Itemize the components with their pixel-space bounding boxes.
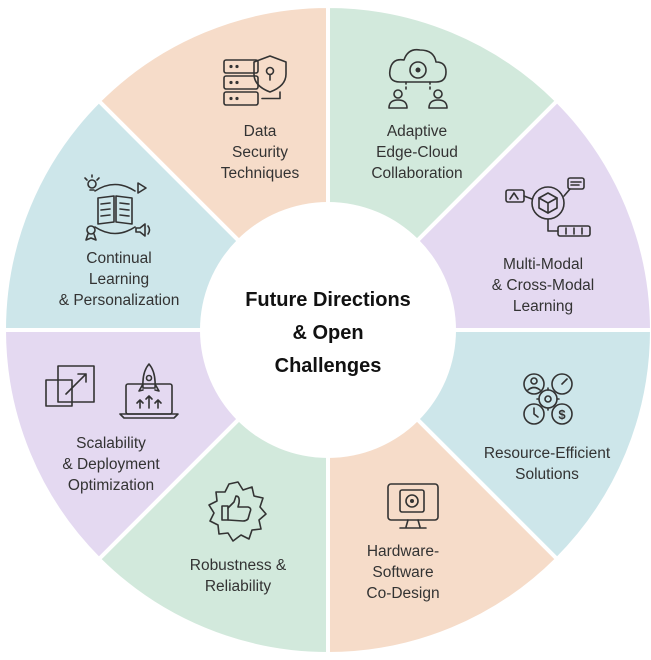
segment-label-line: Multi-Modal: [503, 256, 583, 273]
center-title-line-3: Challenges: [275, 355, 382, 377]
segment-label-line: Optimization: [68, 477, 154, 494]
center-circle: [200, 202, 456, 458]
segment-multimodal: Multi-Modal & Cross-Modal Learning: [492, 177, 595, 315]
center-title-line-1: Future Directions: [245, 289, 411, 311]
svg-text:$: $: [558, 407, 566, 422]
segment-label-line: Robustness &: [190, 557, 287, 574]
segment-label-line: Techniques: [221, 165, 300, 182]
scale-rocket-icon: [45, 363, 179, 419]
segment-label-line: & Personalization: [59, 292, 180, 309]
segment-continual-learning: Continual Learning & Personalization: [59, 174, 180, 309]
segment-label-line: Security: [232, 144, 288, 161]
segment-label-line: Edge-Cloud: [376, 144, 458, 161]
segment-label-line: Scalability: [76, 435, 146, 452]
cloud-network-icon: [388, 48, 448, 109]
server-shield-icon: [223, 55, 287, 106]
segment-label-line: Continual: [86, 250, 152, 267]
center-title-line-2: & Open: [292, 322, 363, 344]
segment-data-security: Data Security Techniques: [221, 55, 300, 182]
segment-label-line: Learning: [513, 298, 573, 315]
segment-label-line: Resource-Efficient: [484, 445, 611, 462]
learning-book-icon: [84, 174, 151, 241]
segment-label-line: Data: [244, 123, 277, 140]
segment-resource-efficient: $ Resource-Efficient Solutions: [484, 373, 611, 483]
segment-label-line: Collaboration: [371, 165, 462, 182]
segment-label-line: Hardware-: [367, 543, 439, 560]
segment-edge-cloud: Adaptive Edge-Cloud Collaboration: [371, 48, 463, 182]
segment-hw-sw-codesign: Hardware- Software Co-Design: [366, 483, 440, 602]
segment-label-line: & Cross-Modal: [492, 277, 595, 294]
multimodal-cube-icon: [505, 177, 591, 237]
segment-label-line: Co-Design: [366, 585, 439, 602]
resource-gears-icon: $: [523, 373, 573, 425]
segment-label-line: Adaptive: [387, 123, 447, 140]
segment-label-line: Learning: [89, 271, 149, 288]
segment-scalability: Scalability & Deployment Optimization: [45, 363, 179, 494]
segment-robustness: Robustness & Reliability: [190, 481, 287, 595]
thumbs-up-gear-icon: [208, 481, 267, 542]
segment-label-line: Solutions: [515, 466, 579, 483]
segment-label-line: & Deployment: [62, 456, 160, 473]
segment-label-line: Reliability: [205, 578, 272, 595]
segment-label-line: Software: [372, 564, 433, 581]
monitor-gear-icon: [387, 483, 439, 529]
